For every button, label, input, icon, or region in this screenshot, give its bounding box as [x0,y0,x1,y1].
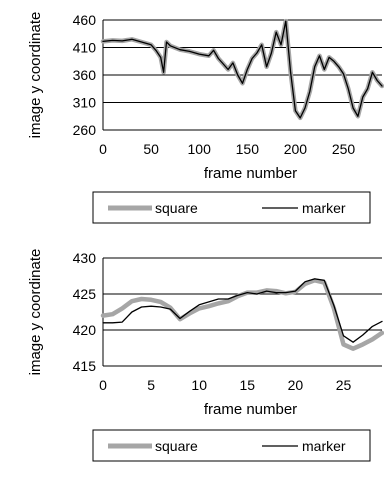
y-tick-label: 260 [73,122,97,138]
series-line-marker [102,278,383,343]
x-tick-label: 0 [99,141,107,157]
x-tick-label: 20 [288,377,304,393]
bottom-chart-svg: image y coordinate 415 420 425 430 0 5 10 15 20 25… [27,249,384,462]
y-tick-label: 310 [73,95,97,111]
series-line-square [100,278,384,351]
x-axis-label: frame number [204,165,297,182]
legend-label-square: square [155,200,198,216]
x-tick-label: 25 [336,377,352,393]
x-tick-label: 100 [188,141,212,157]
x-tick-label: 0 [99,377,107,393]
legend: square marker [92,191,371,224]
y-tick-label: 425 [73,286,97,302]
legend-label-square: square [155,438,198,454]
x-tick-label: 50 [143,141,159,157]
bottom-chart: image y coordinate 415 420 425 430 0 5 10 15 20 25… [0,240,384,472]
y-axis-label: image y coordinate [27,12,44,139]
legend: square marker [92,429,371,462]
y-tick-label: 460 [73,12,97,28]
x-axis-label: frame number [204,401,297,418]
x-tick-label: 10 [191,377,207,393]
y-tick-label: 420 [73,322,97,338]
top-chart: image y coordinate 260 310 360 410 460 0 50 100 1… [0,0,384,232]
y-tick-label: 410 [73,40,97,56]
x-tick-label: 150 [236,141,260,157]
legend-box [92,191,371,224]
top-chart-svg: image y coordinate 260 310 360 410 460 0 50 100 1… [27,12,384,224]
x-tick-label: 200 [284,141,308,157]
series-line-marker [102,20,383,119]
x-tick-label: 15 [240,377,256,393]
y-tick-label: 360 [73,67,97,83]
y-tick-label: 415 [73,358,97,374]
legend-label-marker: marker [302,200,346,216]
x-tick-label: 250 [332,141,356,157]
y-axis-label: image y coordinate [27,249,44,376]
y-tick-label: 430 [73,250,97,266]
x-tick-label: 5 [147,377,155,393]
legend-label-marker: marker [302,438,346,454]
